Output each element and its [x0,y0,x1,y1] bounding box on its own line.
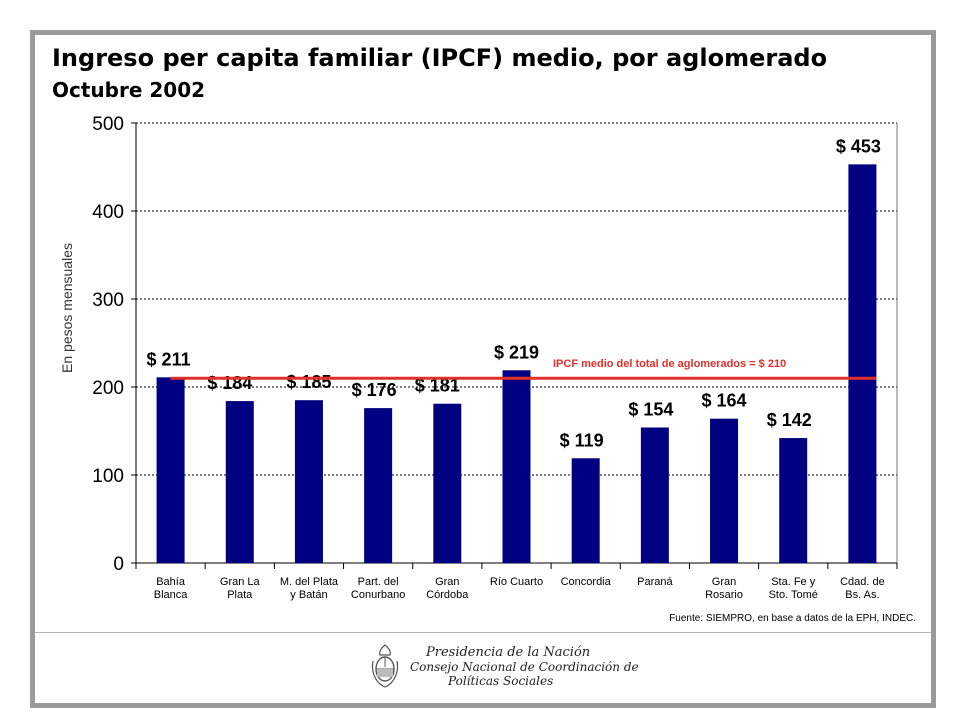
data-label: $ 142 [767,410,812,430]
data-label: $ 211 [147,349,191,369]
x-tick-label: Sta. Fe y [771,576,816,588]
bar [156,377,185,563]
org-line-1: Presidencia de la Nación [426,645,591,660]
x-tick-label: Blanca [154,589,189,601]
x-tick-label: Cdad. de [840,576,885,588]
bar [848,164,877,564]
y-tick-label: 100 [92,466,124,487]
x-tick-label: Río Cuarto [490,576,543,588]
org-line-2: Consejo Nacional de Coordinación de [410,660,639,674]
x-tick-label: y Batán [290,589,327,601]
org-line-3: Políticas Sociales [448,674,554,688]
org-signature: Presidencia de la Nación Consejo Naciona… [410,645,639,689]
chart-title: Ingreso per capita familiar (IPCF) medio… [52,44,828,72]
reference-line-label: IPCF medio del total de aglomerados = $ … [553,358,786,370]
x-tick-label: Gran [435,576,459,588]
data-label: $ 184 [207,373,252,393]
x-tick-label: Córdoba [426,589,469,601]
y-tick-label: 400 [92,202,124,223]
x-tick-label: Conurbano [351,589,405,601]
x-tick-label: Gran [712,576,736,588]
bar [779,438,808,563]
data-label: $ 181 [415,376,460,396]
x-tick-label: Plata [227,589,253,601]
source-note: Fuente: SIEMPRO, en base a datos de la E… [669,613,916,624]
y-tick-label: 500 [92,114,124,135]
data-label: $ 453 [836,136,881,156]
data-label: $ 219 [494,342,539,362]
data-label: $ 176 [352,380,397,400]
x-tick-label: Gran La [220,576,261,588]
bar [294,400,323,563]
x-tick-label: Concordia [561,576,612,588]
x-tick-label: Rosario [705,589,743,601]
x-tick-label: Part. del [358,576,399,588]
bar [571,458,600,563]
data-label: $ 164 [702,391,747,411]
reference-label-bg [550,355,840,372]
bar [433,403,462,563]
argentina-coat-of-arms-icon [371,644,399,688]
y-tick-label: 200 [92,378,124,399]
bar [225,401,254,563]
chart-subtitle: Octubre 2002 [52,78,206,102]
bar [710,418,739,563]
footer-divider [35,632,931,633]
y-tick-label: 0 [113,554,124,575]
data-label: $ 154 [628,399,673,419]
x-tick-label: M. del Plata [280,576,339,588]
x-tick-label: Bs. As. [845,589,879,601]
x-tick-label: Sto. Tomé [769,589,818,601]
data-label: $ 119 [560,430,604,450]
bar [502,370,531,563]
bar [640,427,669,563]
bar [364,408,393,563]
x-tick-label: Paraná [637,576,673,588]
data-label: $ 185 [286,372,331,392]
y-axis-label: En pesos mensuales [59,243,75,373]
y-tick-label: 300 [92,290,124,311]
x-tick-label: Bahía [156,576,186,588]
